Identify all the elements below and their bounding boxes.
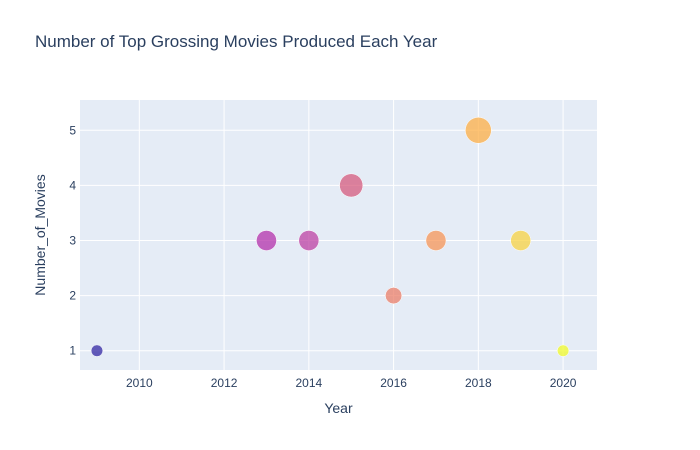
data-point xyxy=(510,230,532,251)
y-tick-labels: 1 2 3 4 5 xyxy=(69,123,76,357)
y-tick-label: 5 xyxy=(69,123,76,137)
x-tick-label: 2010 xyxy=(126,376,153,390)
x-gridlines xyxy=(138,100,564,370)
y-tick-label: 4 xyxy=(69,178,76,192)
data-points xyxy=(90,117,570,357)
x-tick-labels: 2010 2012 2014 2016 2018 2020 xyxy=(126,376,577,390)
data-point xyxy=(465,117,492,144)
y-tick-label: 2 xyxy=(69,289,76,303)
x-tick-label: 2018 xyxy=(465,376,492,390)
x-tick-label: 2012 xyxy=(211,376,238,390)
chart-title: Number of Top Grossing Movies Produced E… xyxy=(35,32,438,51)
data-point xyxy=(385,287,403,305)
plot-background xyxy=(80,100,597,370)
x-tick-label: 2020 xyxy=(550,376,577,390)
data-point xyxy=(256,230,277,251)
data-point xyxy=(339,173,364,198)
y-tick-label: 1 xyxy=(69,344,76,358)
y-tick-label: 3 xyxy=(69,234,76,248)
x-axis-title: Year xyxy=(324,400,353,416)
y-axis-title: Number_of_Movies xyxy=(32,174,48,295)
x-tick-label: 2014 xyxy=(295,376,322,390)
data-point xyxy=(425,230,447,251)
data-point xyxy=(298,230,320,251)
x-tick-label: 2016 xyxy=(380,376,407,390)
data-point xyxy=(557,344,570,357)
data-point xyxy=(90,344,104,357)
